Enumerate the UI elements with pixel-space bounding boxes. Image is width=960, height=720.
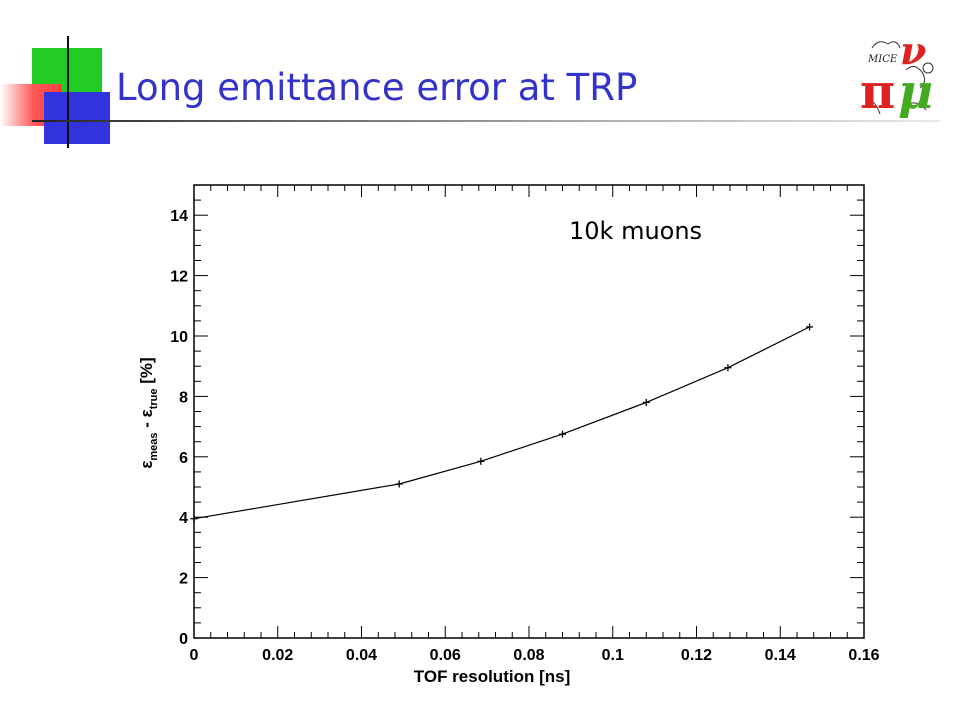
- x-tick-label: 0.08: [513, 647, 544, 664]
- logo-mu: μ: [898, 64, 933, 120]
- y-tick-label: 12: [170, 269, 188, 286]
- title-underline: [32, 120, 940, 122]
- series-markers: [190, 323, 814, 523]
- decor-blue-square: [44, 92, 110, 144]
- y-title-unit: [%]: [137, 357, 156, 388]
- data-point: [559, 430, 566, 438]
- logo-text: MICE: [867, 54, 898, 65]
- x-axis-title: TOF resolution [ns]: [414, 667, 570, 686]
- y-title-eps-2: ε: [137, 409, 156, 417]
- x-tick-label: 0.14: [765, 647, 796, 664]
- logo-nu: ν: [900, 30, 926, 73]
- x-tick-labels: 0 0.02 0.04 0.06 0.08 0.1 0.12 0.14 0.16: [190, 647, 880, 664]
- slide-title: Long emittance error at TRP: [116, 66, 638, 109]
- y-ticks: [194, 184, 864, 639]
- x-tick-label: 0.02: [262, 647, 293, 664]
- chart-background: [116, 138, 946, 696]
- y-tick-label: 0: [179, 631, 188, 648]
- y-title-sub-2: true: [148, 388, 160, 409]
- x-tick-label: 0.04: [346, 647, 377, 664]
- y-tick-label: 8: [179, 389, 188, 406]
- data-point: [806, 323, 814, 331]
- y-title-eps-1: ε: [137, 461, 156, 469]
- data-point: [190, 515, 198, 523]
- y-tick-label: 4: [179, 510, 188, 527]
- x-tick-label: 0.12: [681, 647, 712, 664]
- y-tick-label: 2: [179, 571, 188, 588]
- y-tick-label: 10: [170, 329, 188, 346]
- x-tick-label: 0.1: [602, 647, 624, 664]
- chart-annotation: 10k muons: [569, 217, 702, 245]
- y-tick-labels: 0 2 4 6 8 10 12 14: [170, 208, 188, 648]
- decor-vertical-line: [67, 36, 69, 148]
- x-ticks: [193, 185, 865, 638]
- logo-pi: π: [860, 64, 895, 120]
- y-tick-label: 6: [179, 450, 188, 467]
- x-tick-label: 0.06: [430, 647, 461, 664]
- data-point: [477, 457, 485, 465]
- y-title-mid: -: [137, 417, 156, 432]
- y-axis-title: εmeas - εtrue [%]: [137, 357, 160, 468]
- y-tick-label: 14: [170, 208, 188, 225]
- data-point: [724, 364, 732, 372]
- x-tick-label: 0: [190, 647, 199, 664]
- data-point: [395, 480, 403, 488]
- mice-logo: MICE ν π μ: [860, 30, 934, 120]
- data-point: [642, 398, 650, 406]
- x-tick-label: 0.16: [848, 647, 879, 664]
- y-title-sub-1: meas: [148, 432, 160, 460]
- chart: 0 0.02 0.04 0.06 0.08 0.1 0.12 0.14 0.16 0 2 4 6 8 10…: [116, 138, 946, 696]
